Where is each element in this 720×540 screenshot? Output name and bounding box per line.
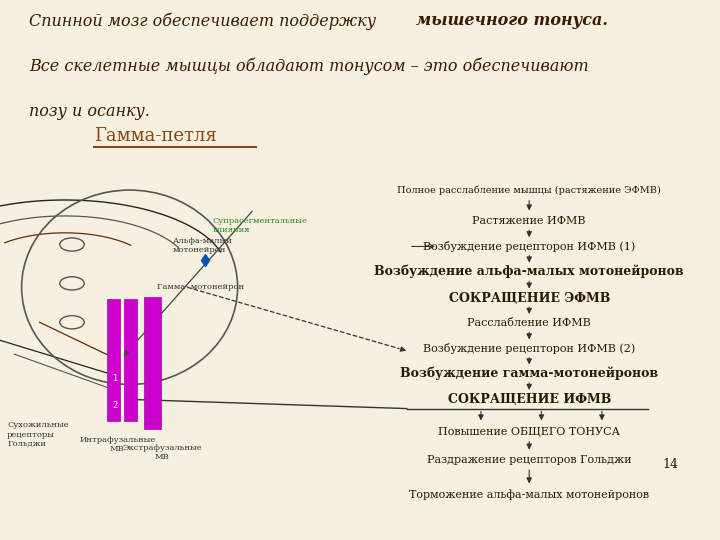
Text: позу и осанку.: позу и осанку. — [29, 103, 150, 120]
Text: Экстрафузальные
МВ: Экстрафузальные МВ — [122, 443, 202, 461]
Text: Возбуждение рецепторон ИФМВ (2): Возбуждение рецепторон ИФМВ (2) — [423, 343, 635, 354]
Bar — [107, 299, 120, 421]
Text: СОКРАЩЕНИЕ ЭФМВ: СОКРАЩЕНИЕ ЭФМВ — [449, 292, 610, 305]
Text: Повышение ОБЩЕГО ТОНУСА: Повышение ОБЩЕГО ТОНУСА — [438, 427, 620, 437]
Text: Возбуждение гамма-мотонейронов: Возбуждение гамма-мотонейронов — [400, 367, 658, 380]
Text: СОКРАЩЕНИЕ ИФМВ: СОКРАЩЕНИЕ ИФМВ — [448, 393, 611, 406]
Text: Все скелетные мышцы обладают тонусом – это обеспечивают: Все скелетные мышцы обладают тонусом – э… — [29, 57, 588, 75]
Text: мышечного тонуса.: мышечного тонуса. — [416, 12, 608, 29]
Text: 14: 14 — [662, 458, 678, 471]
Text: Супрасегментальные
влияния: Супрасегментальные влияния — [212, 217, 307, 234]
Text: 1: 1 — [112, 374, 118, 383]
Text: Возбуждение альфа-малых мотонейронов: Возбуждение альфа-малых мотонейронов — [374, 265, 684, 279]
Text: Возбуждение рецепторон ИФМВ (1): Возбуждение рецепторон ИФМВ (1) — [423, 241, 635, 252]
Bar — [144, 297, 161, 429]
Text: Раздражение рецепторов Гольджи: Раздражение рецепторов Гольджи — [427, 455, 631, 465]
Text: Торможение альфа-малых мотонейронов: Торможение альфа-малых мотонейронов — [409, 489, 649, 500]
Text: Гамма-петля: Гамма-петля — [94, 127, 216, 145]
Text: Гамма- мотонейрон: Гамма- мотонейрон — [157, 282, 244, 291]
Text: Полное расслабление мышцы (растяжение ЭФМВ): Полное расслабление мышцы (растяжение ЭФ… — [397, 185, 661, 195]
Text: Альфа-малый
мотонейрон: Альфа-малый мотонейрон — [173, 237, 233, 254]
Text: Расслабление ИФМВ: Расслабление ИФМВ — [467, 318, 591, 328]
Text: Интрафузальные
МВ: Интрафузальные МВ — [79, 436, 156, 453]
Text: Сухожильные
рецепторы
Гольджи: Сухожильные рецепторы Гольджи — [7, 421, 69, 448]
Text: 2: 2 — [112, 401, 118, 410]
Text: Растяжение ИФМВ: Растяжение ИФМВ — [472, 216, 586, 226]
Bar — [124, 299, 137, 421]
Text: Спинной мозг обеспечивает поддержку: Спинной мозг обеспечивает поддержку — [29, 12, 381, 30]
